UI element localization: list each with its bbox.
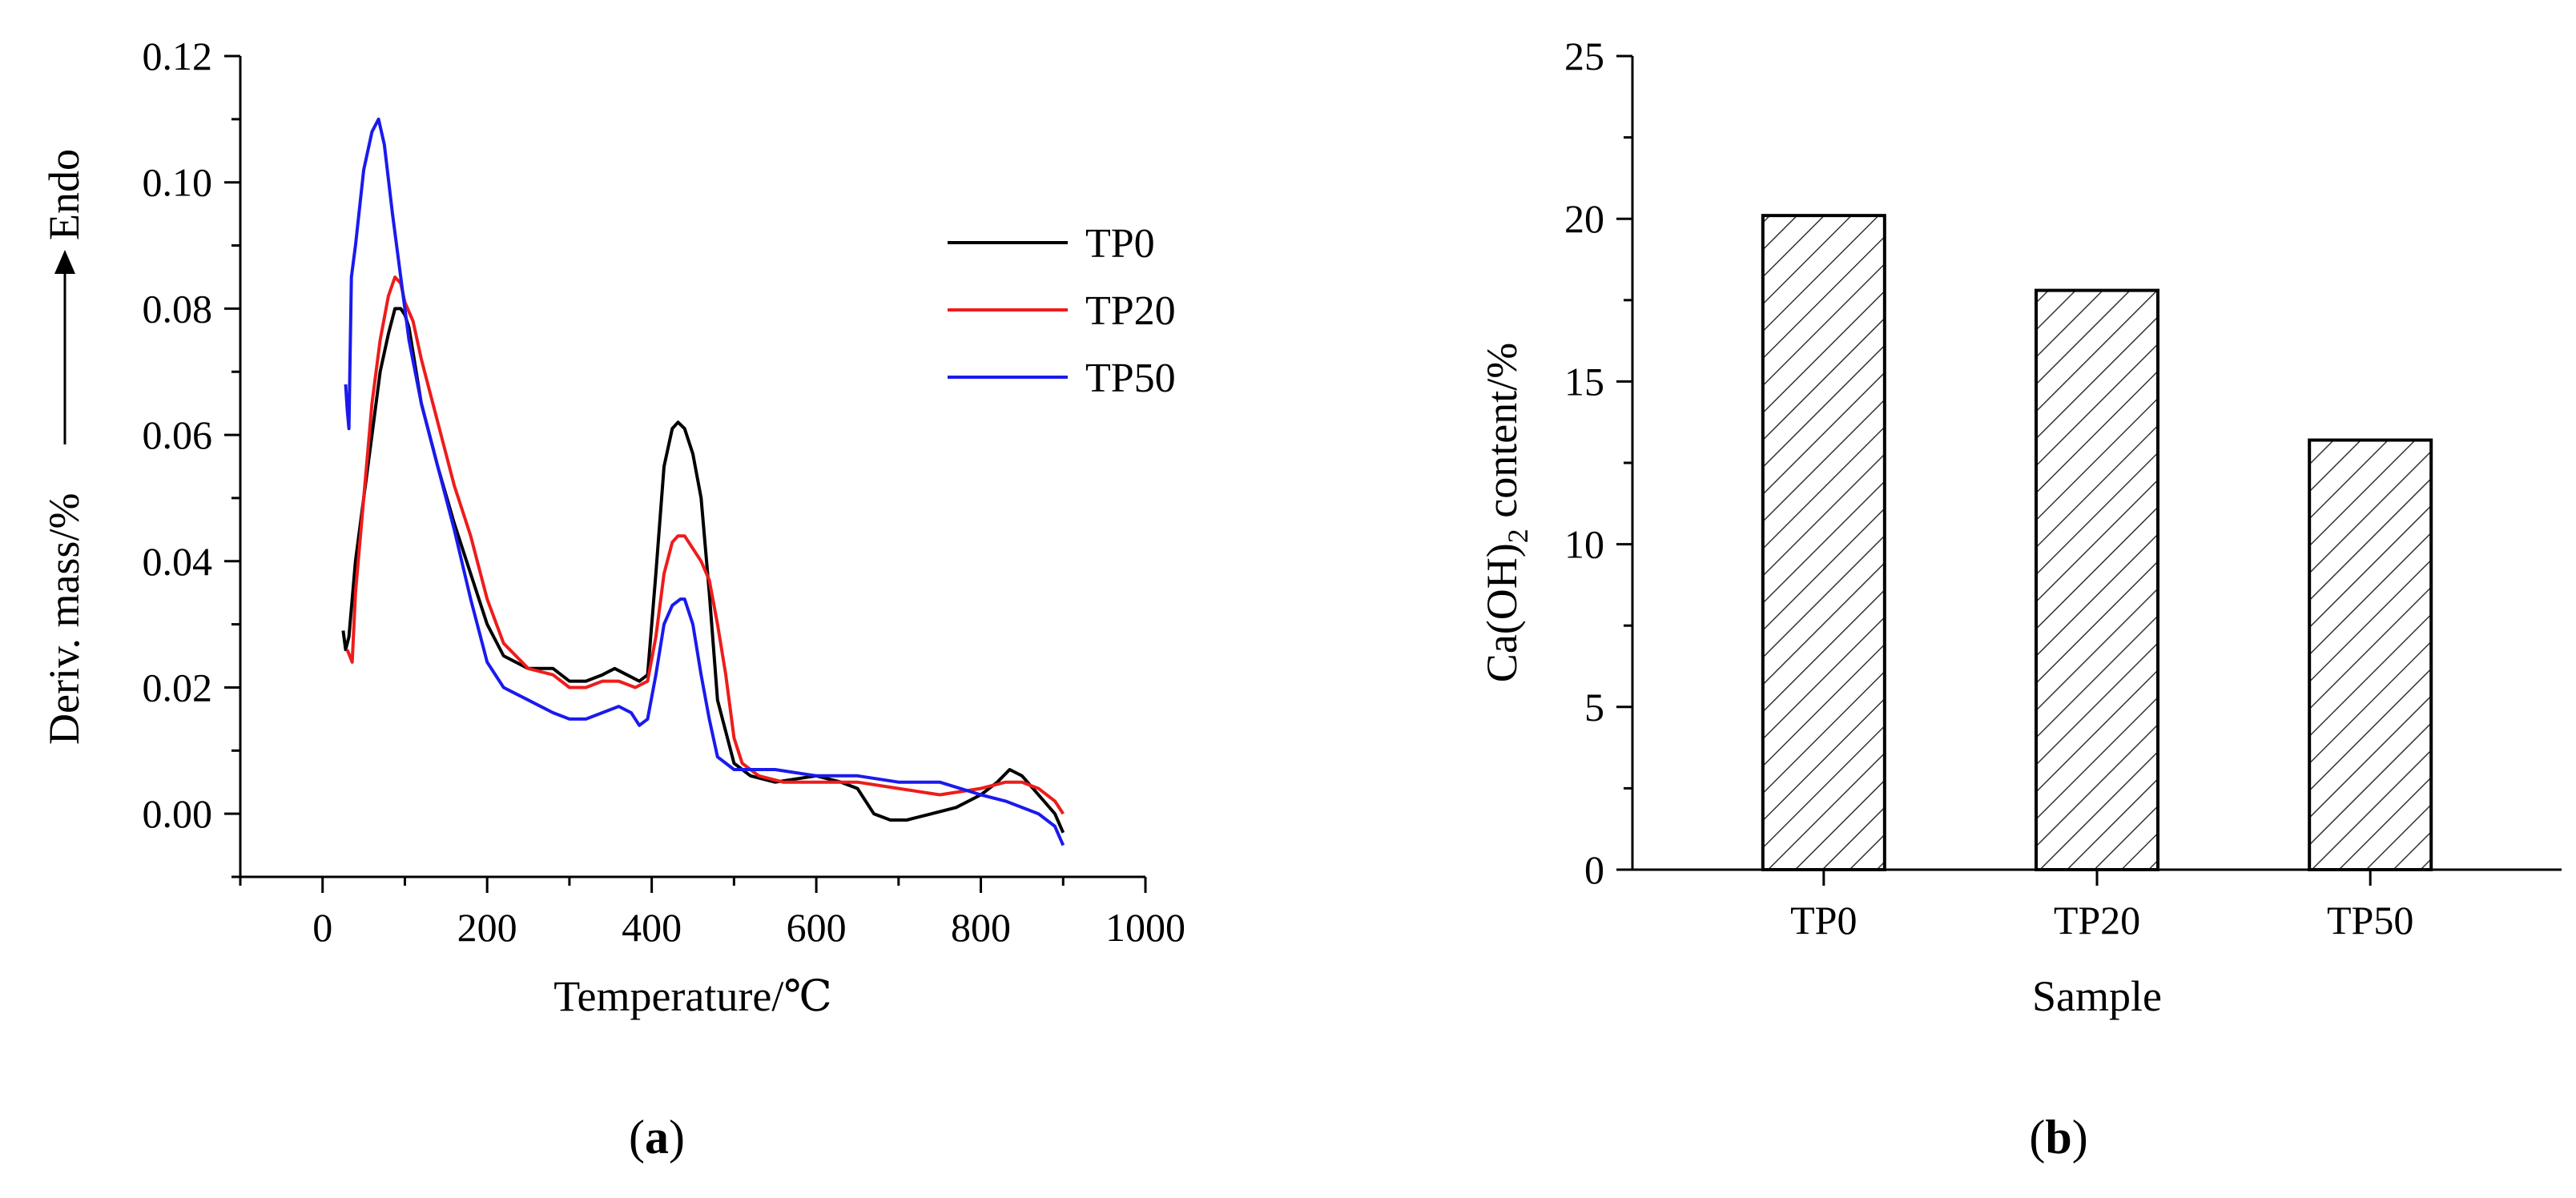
endo-arrow-head (54, 250, 75, 274)
legend-label-tp20: TP20 (1085, 288, 1176, 334)
chart-b-ytick-label: 25 (1564, 34, 1604, 78)
chart-b-ytick-label: 10 (1564, 522, 1604, 567)
chart-b-ylabel-part3: content/% (1478, 343, 1526, 529)
chart-b-panel-letter: b (2045, 1111, 2071, 1164)
series-line-tp50 (344, 117, 1065, 846)
chart-b-xtick-label: TP0 (1790, 898, 1857, 943)
chart-a-ytick-label: 0.10 (143, 160, 213, 205)
chart-a-panel-letter: a (645, 1111, 669, 1164)
chart-a-xtick-label: 400 (622, 905, 682, 950)
series-line-tp0 (341, 307, 1065, 834)
chart-b-ticks: 0 5 10 15 20 25 TP0 TP20 TP50 (1564, 34, 2413, 943)
chart-a-xtick-label: 600 (787, 905, 847, 950)
chart-a-xtick-label: 1000 (1105, 905, 1185, 950)
chart-b-xtick-label: TP20 (2054, 898, 2140, 943)
chart-a-ytick-label: 0.06 (143, 412, 213, 457)
chart-b-bars (1761, 214, 2433, 872)
chart-b-xtick-label: TP50 (2327, 898, 2413, 943)
chart-b-ylabel: Ca(OH)2 content/% (1478, 343, 1534, 682)
chart-a-panel-label: (a) (629, 1111, 685, 1164)
chart-b-ytick-label: 5 (1584, 685, 1604, 730)
chart-a-ylabel-suffix: Endo (40, 149, 88, 240)
chart-a-legend: TP0 TP20 TP50 (948, 221, 1176, 401)
chart-b-ytick-label: 0 (1584, 847, 1604, 892)
chart-a-xtick-label: 200 (457, 905, 517, 950)
chart-a-series (341, 117, 1065, 846)
chart-b-ytick-label: 15 (1564, 359, 1604, 404)
legend-label-tp0: TP0 (1085, 221, 1155, 267)
chart-a-ytick-label: 0.08 (143, 286, 213, 331)
bar-tp50 (2308, 438, 2433, 871)
chart-a-axes (239, 56, 1145, 878)
bar-tp0 (1761, 214, 1886, 871)
chart-a-ylabel: Deriv. mass/% Endo (40, 149, 88, 745)
chart-a-ylabel-text: Deriv. mass/% (40, 493, 88, 745)
chart-a-ticks: 0 200 400 600 800 1000 0.00 0.02 0.04 0.06 0.08 0.1… (143, 34, 1186, 950)
chart-a-xlabel: Temperature/℃ (553, 972, 831, 1020)
chart-b: 0 5 10 15 20 25 TP0 TP20 TP50 Sample Ca(OH)2 con… (1478, 34, 2562, 1164)
chart-b-panel-label: (b) (2029, 1111, 2087, 1164)
chart-a-ytick-label: 0.12 (143, 34, 213, 78)
series-line-tp20 (345, 275, 1065, 815)
chart-a-ytick-label: 0.04 (143, 539, 213, 584)
chart-a-ytick-label: 0.00 (143, 791, 213, 836)
bar-tp20 (2035, 288, 2159, 872)
chart-a-xtick-label: 800 (951, 905, 1011, 950)
chart-b-ylabel-part1: Ca(OH) (1478, 543, 1526, 682)
chart-b-ylabel-subscript: 2 (1502, 529, 1534, 543)
chart-a: 0 200 400 600 800 1000 0.00 0.02 0.04 0.06 0.08 0.1… (40, 34, 1185, 1164)
chart-b-ytick-label: 20 (1564, 196, 1604, 241)
legend-label-tp50: TP50 (1085, 356, 1176, 401)
chart-a-ytick-label: 0.02 (143, 665, 213, 710)
chart-b-xlabel: Sample (2032, 972, 2162, 1020)
chart-a-xtick-label: 0 (312, 905, 332, 950)
